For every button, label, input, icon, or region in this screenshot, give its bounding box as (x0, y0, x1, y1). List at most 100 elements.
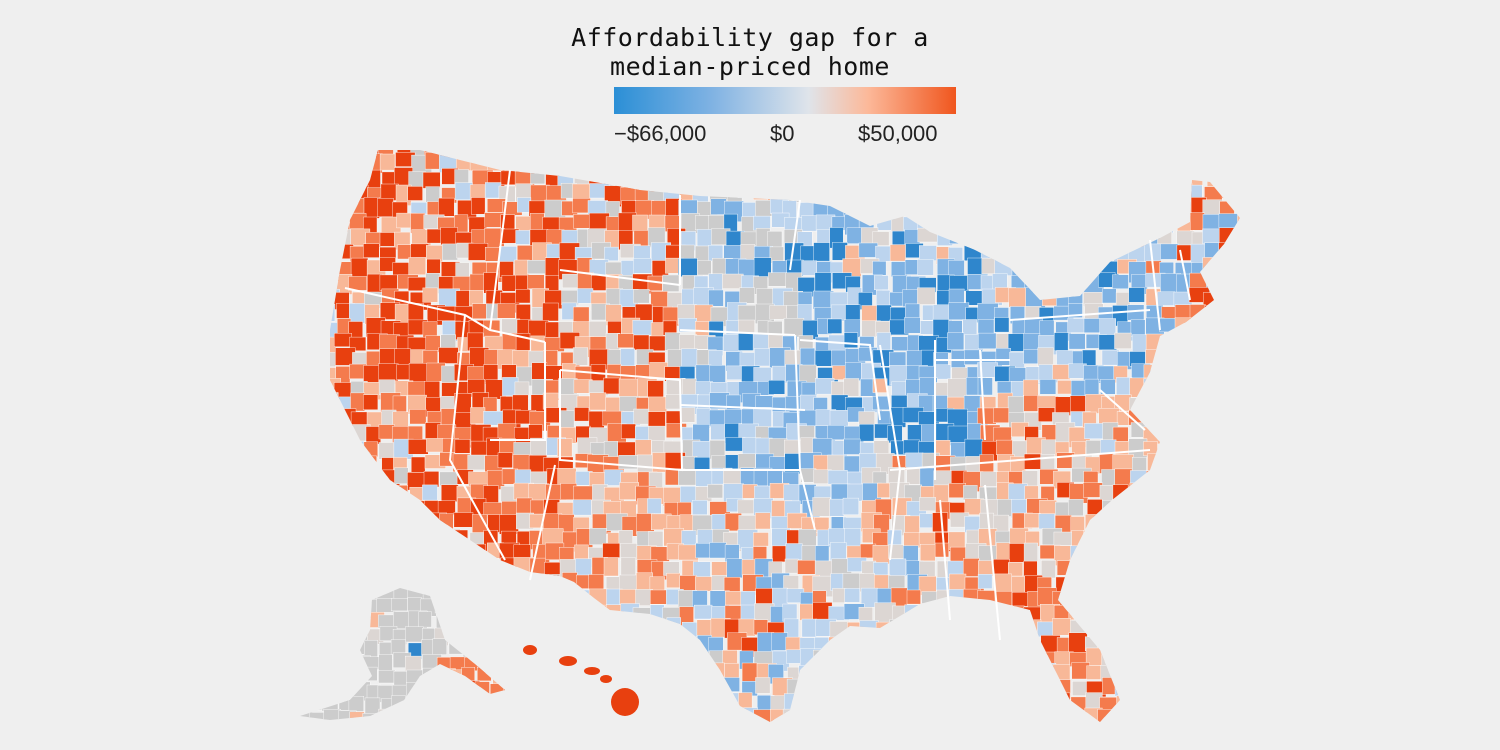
county-cell (381, 516, 401, 532)
county-cell (308, 588, 327, 602)
county-cell (920, 200, 941, 216)
county-cell (1232, 394, 1240, 415)
county-cell (1233, 528, 1240, 548)
county-cell (1055, 692, 1071, 714)
county-cell (754, 348, 771, 367)
county-cell (1068, 499, 1084, 517)
county-cell (710, 198, 727, 215)
county-cell (1128, 227, 1148, 248)
county-cell (1114, 589, 1131, 608)
county-cell (497, 603, 513, 620)
county-cell (741, 559, 757, 576)
county-cell (996, 439, 1013, 455)
county-cell (545, 155, 563, 170)
county-cell (362, 666, 378, 681)
county-cell (1146, 168, 1165, 189)
county-cell (1101, 619, 1118, 637)
county-cell (461, 612, 476, 631)
county-cell (632, 607, 653, 625)
county-cell (1023, 453, 1042, 470)
county-cell (490, 683, 505, 700)
county-cell (876, 155, 898, 176)
county-cell (709, 365, 726, 383)
county-cell (1235, 606, 1240, 625)
county-cell (1102, 677, 1123, 695)
county-cell (1084, 215, 1101, 237)
county-cell (873, 440, 890, 455)
county-cell (1011, 726, 1028, 744)
county-cell (857, 712, 873, 722)
county-cell (633, 725, 650, 746)
county-cell (633, 408, 650, 425)
county-cell (1039, 379, 1057, 395)
county-cell (1190, 542, 1206, 562)
county-cell (1127, 647, 1148, 663)
county-cell (948, 260, 965, 276)
state-border (1149, 239, 1161, 331)
county-cell (1159, 724, 1177, 739)
county-cell (890, 709, 907, 722)
county-cell (918, 710, 940, 722)
county-cell (561, 634, 578, 651)
county-cell (1101, 184, 1121, 204)
county-cell (427, 723, 447, 737)
county-cell (648, 411, 666, 428)
county-cell (722, 273, 744, 289)
county-cell (649, 150, 666, 154)
county-cell (695, 543, 711, 559)
county-cell (471, 543, 486, 562)
county-cell (772, 150, 790, 152)
county-cell (695, 150, 715, 157)
state-border (489, 169, 511, 331)
county-cell (1131, 573, 1146, 593)
county-cell (1114, 577, 1133, 594)
county-cell (382, 529, 403, 551)
county-cell (497, 452, 513, 469)
county-cell (422, 172, 441, 189)
county-cell (1055, 262, 1073, 284)
county-cell (1236, 441, 1240, 461)
county-cell (1142, 154, 1161, 174)
county-cell (692, 500, 708, 515)
county-cell (436, 668, 456, 687)
county-cell (1008, 287, 1029, 308)
county-cell (1161, 184, 1179, 206)
county-cell (771, 632, 788, 651)
county-cell (349, 650, 364, 672)
county-cell (1098, 334, 1118, 351)
county-cell (980, 471, 999, 487)
county-cell (1101, 532, 1118, 547)
county-cell (832, 588, 847, 604)
county-cell (500, 590, 516, 608)
county-cell (768, 170, 784, 186)
county-cell (858, 636, 876, 653)
county-cell (964, 156, 981, 172)
county-cell (477, 667, 492, 682)
hawaii-island (600, 675, 612, 683)
county-cell (478, 599, 499, 619)
county-cell (589, 528, 607, 545)
county-cell (891, 666, 909, 681)
map-title-line-2: median-priced home (610, 52, 890, 81)
county-cell (902, 168, 918, 185)
county-cell (1024, 230, 1042, 247)
county-cell (1070, 212, 1091, 227)
county-cell (503, 670, 505, 689)
county-cell (1087, 727, 1106, 744)
county-cell (1206, 679, 1224, 699)
county-cell (349, 156, 367, 173)
county-cell (966, 198, 985, 216)
county-cell (544, 150, 566, 155)
county-cell (784, 558, 799, 574)
county-cell (933, 169, 956, 184)
county-cell (1072, 227, 1094, 243)
county-cell (859, 678, 881, 695)
county-cell (1176, 678, 1199, 696)
county-cell (330, 424, 337, 440)
county-cell (1143, 591, 1159, 613)
county-cell (1191, 422, 1210, 439)
county-cell (1189, 636, 1207, 654)
county-cell (453, 512, 474, 528)
county-cell (322, 588, 340, 601)
county-cell (947, 332, 965, 351)
